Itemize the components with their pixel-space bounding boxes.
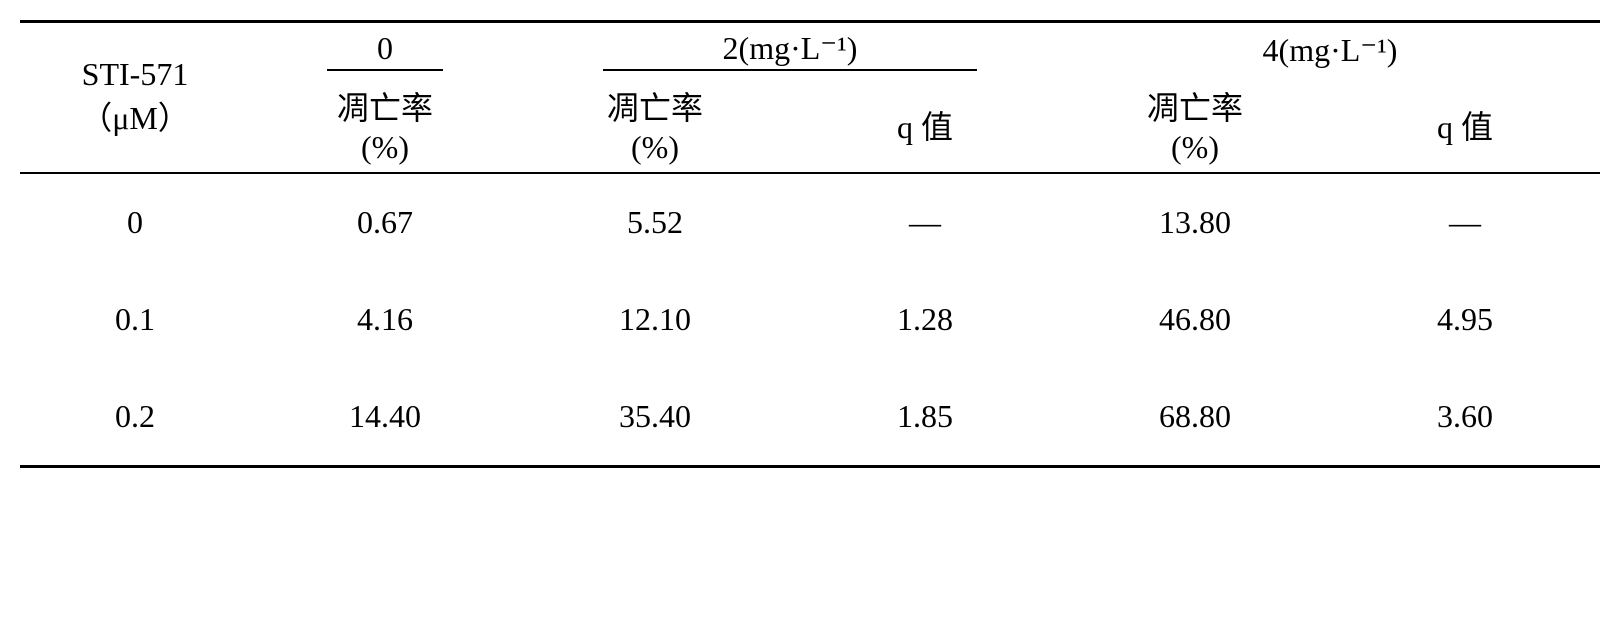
row-1-cell-0: 4.16 [250,271,520,368]
row-0-cell-1: 5.52 [520,173,790,271]
subheader-2: q 值 [790,77,1060,173]
row-2-label: 0.2 [20,368,250,467]
row-2-cell-0: 14.40 [250,368,520,467]
row-2-cell-4: 3.60 [1330,368,1600,467]
subheader-1: 凋亡率(%) [520,77,790,173]
row-0-cell-0: 0.67 [250,173,520,271]
row-2-cell-1: 35.40 [520,368,790,467]
row-0-cell-3: 13.80 [1060,173,1330,271]
table-row: 00.675.52—13.80— [20,173,1600,271]
row-1-cell-3: 46.80 [1060,271,1330,368]
row-0-cell-4: — [1330,173,1600,271]
row-header: STI-571（μM） [20,22,250,174]
row-1-cell-4: 4.95 [1330,271,1600,368]
row-2-cell-2: 1.85 [790,368,1060,467]
subheader-3: 凋亡率(%) [1060,77,1330,173]
row-2-cell-3: 68.80 [1060,368,1330,467]
row-1-cell-1: 12.10 [520,271,790,368]
row-0-cell-2: — [790,173,1060,271]
colgroup-2-top: 4(mg·L⁻¹) [1060,22,1600,78]
row-1-label: 0.1 [20,271,250,368]
header-row-top: STI-571（μM）02(mg·L⁻¹)4(mg·L⁻¹) [20,22,1600,78]
colgroup-0-top: 0 [250,22,520,78]
data-table: STI-571（μM）02(mg·L⁻¹)4(mg·L⁻¹)凋亡率(%)凋亡率(… [20,20,1600,468]
header-row-bottom: 凋亡率(%)凋亡率(%)q 值凋亡率(%)q 值 [20,77,1600,173]
subheader-0: 凋亡率(%) [250,77,520,173]
subheader-4: q 值 [1330,77,1600,173]
row-1-cell-2: 1.28 [790,271,1060,368]
table-row: 0.214.4035.401.8568.803.60 [20,368,1600,467]
row-0-label: 0 [20,173,250,271]
table-row: 0.14.1612.101.2846.804.95 [20,271,1600,368]
colgroup-1-top: 2(mg·L⁻¹) [520,22,1060,78]
